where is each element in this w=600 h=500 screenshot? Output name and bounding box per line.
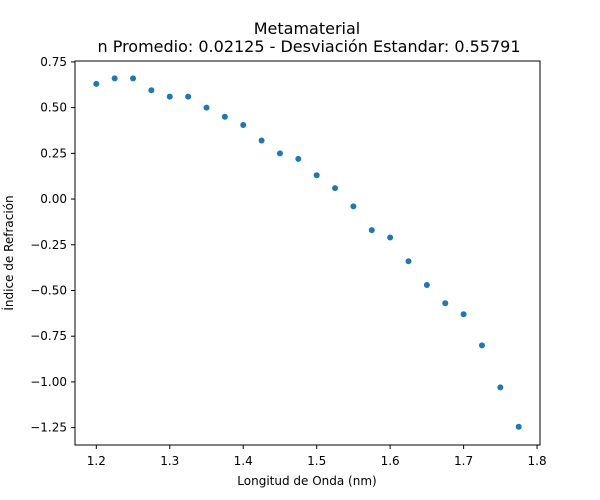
y-tick-label: 0.00	[40, 192, 67, 206]
data-point	[130, 75, 137, 82]
data-point	[258, 137, 265, 144]
y-axis-ticks: 0.75 0.50 0.25 0.00 −0.25 −0.50 −0.75 −1.00 −1.2…	[30, 55, 75, 435]
data-point	[332, 185, 339, 192]
data-point	[423, 282, 430, 288]
data-point	[203, 104, 210, 111]
x-tick-label: 1.3	[160, 454, 179, 468]
data-point	[166, 93, 173, 100]
data-point	[405, 258, 412, 265]
y-tick-label: 0.50	[40, 101, 67, 115]
data-point	[111, 75, 118, 82]
y-axis-label: Índice de Refración	[1, 195, 16, 310]
x-tick-label: 1.8	[528, 454, 547, 468]
y-tick-label: 0.75	[40, 55, 67, 69]
data-points	[93, 75, 522, 430]
x-axis-ticks: 1.2 1.3 1.4 1.5 1.6 1.7 1.8	[87, 445, 547, 468]
x-tick-label: 1.4	[234, 454, 253, 468]
plot-area-frame	[74, 60, 541, 446]
data-point	[148, 87, 155, 94]
data-point	[442, 300, 449, 307]
data-point	[478, 342, 485, 349]
chart-subtitle: n Promedio: 0.02125 - Desviación Estanda…	[97, 37, 520, 56]
y-tick-label: −0.75	[30, 329, 67, 343]
y-tick-label: −0.50	[30, 283, 67, 297]
data-point	[497, 384, 504, 391]
data-point	[221, 113, 228, 120]
x-tick-label: 1.7	[454, 454, 473, 468]
data-point	[460, 311, 467, 318]
y-tick-label: −1.25	[30, 421, 67, 435]
y-tick-label: 0.25	[40, 146, 67, 160]
data-point	[240, 122, 247, 128]
data-point	[185, 93, 192, 100]
x-tick-label: 1.5	[307, 454, 326, 468]
data-point	[350, 203, 357, 210]
data-point	[93, 80, 100, 87]
data-point	[295, 155, 302, 162]
data-point	[515, 423, 522, 430]
y-tick-label: −1.00	[30, 375, 67, 389]
x-axis-label: Longitud de Onda (nm)	[237, 474, 376, 488]
chart-title: Metamaterial	[254, 19, 361, 38]
x-tick-label: 1.2	[87, 454, 106, 468]
data-point	[276, 150, 283, 157]
data-point	[387, 234, 394, 241]
data-point	[368, 227, 375, 234]
y-tick-label: −0.25	[30, 238, 67, 252]
data-point	[313, 172, 320, 179]
x-tick-label: 1.6	[381, 454, 400, 468]
